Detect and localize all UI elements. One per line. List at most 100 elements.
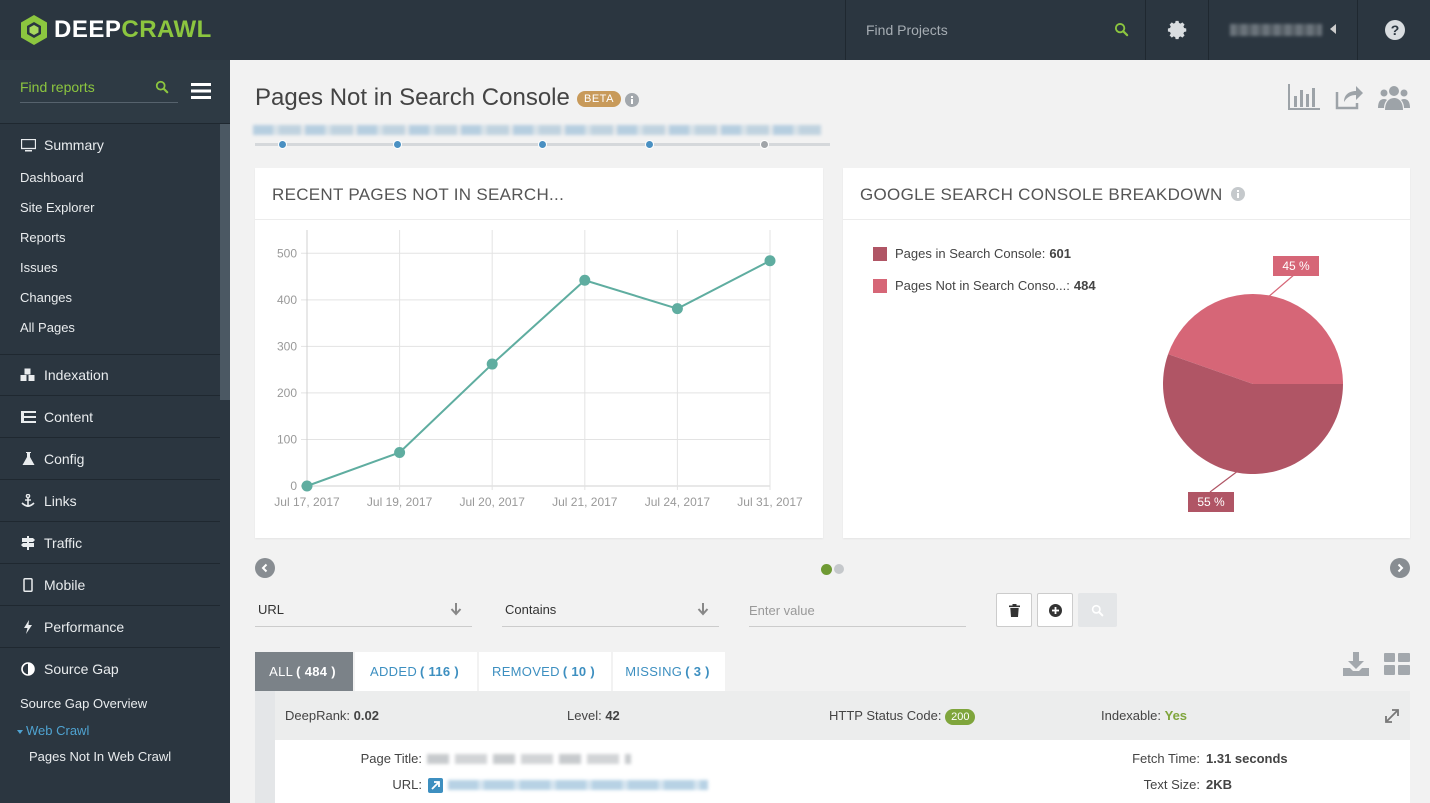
sidebar-divider bbox=[0, 354, 220, 355]
tab-count: ( 484 ) bbox=[296, 664, 336, 679]
filter-operator-select[interactable]: Contains bbox=[502, 593, 719, 627]
sidebar-section-indexation[interactable]: Indexation bbox=[0, 354, 220, 396]
sidebar-item-label: Web Crawl bbox=[26, 723, 90, 738]
carousel-next-button[interactable] bbox=[1390, 558, 1410, 578]
y-tick-label: 100 bbox=[277, 432, 297, 446]
sidebar-section-label: Links bbox=[44, 492, 77, 509]
carousel-prev-button[interactable] bbox=[255, 558, 275, 578]
sidebar-section-label: Source Gap bbox=[44, 661, 119, 677]
logo-text-crawl: CRAWL bbox=[121, 16, 212, 43]
sidebar-section-source-gap[interactable]: Source Gap bbox=[0, 648, 220, 690]
hamburger-menu-icon[interactable] bbox=[191, 82, 211, 100]
breadcrumb-redacted bbox=[253, 125, 821, 135]
timeline-dot[interactable] bbox=[393, 140, 402, 149]
result-row-details: Page Title: URL: Fetch Time: 1.31 second… bbox=[275, 740, 1410, 803]
result-row-header[interactable]: DeepRank: 0.02 Level: 42 HTTP Status Cod… bbox=[275, 691, 1410, 740]
status-cell: HTTP Status Code: 200 bbox=[829, 708, 976, 725]
logo-icon bbox=[21, 15, 47, 45]
tab-label: REMOVED bbox=[492, 664, 560, 679]
tab-missing[interactable]: MISSING( 3 ) bbox=[613, 652, 725, 691]
project-search bbox=[845, 0, 1146, 60]
logo[interactable]: DEEPCRAWL bbox=[20, 12, 212, 48]
tab-label: ADDED bbox=[370, 664, 418, 679]
legend-value: 484 bbox=[1073, 278, 1096, 293]
users-icon[interactable] bbox=[1378, 84, 1410, 110]
grid-view-icon[interactable] bbox=[1384, 653, 1410, 675]
beta-badge: BETA bbox=[577, 91, 621, 107]
project-search-input[interactable] bbox=[866, 18, 1106, 42]
user-name-redacted bbox=[1230, 24, 1322, 36]
user-menu[interactable] bbox=[1210, 0, 1358, 60]
carousel-dot-active[interactable] bbox=[821, 564, 832, 575]
sidebar-section-traffic[interactable]: Traffic bbox=[0, 522, 220, 564]
info-icon[interactable] bbox=[1230, 187, 1245, 201]
sidebar-item-pages-not-in-web-crawl[interactable]: Pages Not In Web Crawl bbox=[29, 749, 172, 764]
sidebar-section-links[interactable]: Links bbox=[0, 480, 220, 522]
download-icon[interactable] bbox=[1343, 652, 1369, 676]
indexable-label: Indexable: bbox=[1101, 708, 1161, 723]
y-tick-label: 200 bbox=[277, 386, 297, 400]
carousel-dot[interactable] bbox=[834, 564, 844, 574]
indexable-value: Yes bbox=[1164, 708, 1188, 723]
sidebar-item-all-pages[interactable]: All Pages bbox=[20, 320, 75, 335]
apply-filter-button[interactable] bbox=[1078, 593, 1117, 627]
legend-item-in-console[interactable]: Pages in Search Console: 601 bbox=[873, 246, 1071, 261]
filter-field-select[interactable]: URL bbox=[255, 593, 472, 627]
filter-value-input[interactable] bbox=[749, 599, 966, 621]
timeline-dot[interactable] bbox=[645, 140, 654, 149]
sidebar-section-performance[interactable]: Performance bbox=[0, 606, 220, 648]
fetch-time-value: 1.31 seconds bbox=[1206, 751, 1288, 766]
flask-icon bbox=[20, 451, 36, 467]
add-filter-button[interactable] bbox=[1037, 593, 1073, 627]
cubes-icon bbox=[20, 367, 36, 383]
sidebar-section-config[interactable]: Config bbox=[0, 438, 220, 480]
pie-chart: 45 % 55 % bbox=[1163, 256, 1343, 512]
sidebar-section-content[interactable]: Content bbox=[0, 396, 220, 438]
sidebar-item-site-explorer[interactable]: Site Explorer bbox=[20, 200, 95, 215]
x-tick-label: Jul 21, 2017 bbox=[552, 495, 618, 509]
tab-all[interactable]: ALL( 484 ) bbox=[255, 652, 353, 691]
svg-text:?: ? bbox=[1390, 22, 1399, 38]
report-search-input[interactable] bbox=[20, 76, 150, 98]
anchor-icon bbox=[20, 493, 36, 509]
sidebar-section-mobile[interactable]: Mobile bbox=[0, 564, 220, 606]
level-value: 42 bbox=[605, 708, 620, 723]
sidebar-item-web-crawl[interactable]: Web Crawl bbox=[17, 723, 89, 738]
share-icon[interactable] bbox=[1334, 84, 1364, 110]
info-icon[interactable] bbox=[625, 93, 639, 107]
chart-icon[interactable] bbox=[1288, 84, 1320, 110]
tab-label: ALL bbox=[269, 664, 294, 679]
pie-label-connector bbox=[1267, 273, 1296, 298]
legend-item-not-in-console[interactable]: Pages Not in Search Conso...: 484 bbox=[873, 278, 1096, 293]
timeline-dot[interactable] bbox=[760, 140, 769, 149]
sidebar-scrollbar[interactable] bbox=[220, 124, 230, 400]
expand-icon[interactable] bbox=[1384, 708, 1400, 724]
pie-label-connector bbox=[1209, 470, 1239, 493]
external-link-icon[interactable] bbox=[428, 778, 443, 793]
sidebar-item-source-gap-overview[interactable]: Source Gap Overview bbox=[20, 696, 148, 711]
data-point bbox=[394, 446, 406, 458]
sidebar-item-changes[interactable]: Changes bbox=[20, 290, 73, 305]
url-redacted[interactable] bbox=[448, 780, 708, 790]
pie-chart-card: GOOGLE SEARCH CONSOLE BREAKDOWN Pages in… bbox=[843, 168, 1410, 538]
text-size-value: 2KB bbox=[1206, 777, 1233, 792]
bolt-icon bbox=[20, 619, 36, 635]
help-button[interactable]: ? bbox=[1359, 0, 1430, 60]
sidebar-section-summary[interactable]: Summary bbox=[0, 124, 220, 166]
timeline-dot[interactable] bbox=[538, 140, 547, 149]
delete-filter-button[interactable] bbox=[996, 593, 1032, 627]
pie-label-text: 55 % bbox=[1197, 495, 1225, 509]
sidebar-item-reports[interactable]: Reports bbox=[20, 230, 66, 245]
timeline-dot[interactable] bbox=[278, 140, 287, 149]
settings-button[interactable] bbox=[1147, 0, 1209, 60]
sidebar-item-issues[interactable]: Issues bbox=[20, 260, 58, 275]
trash-icon bbox=[1008, 603, 1020, 617]
filter-field-value: URL bbox=[258, 602, 285, 617]
sidebar: Summary Dashboard Site Explorer Reports … bbox=[0, 60, 230, 803]
tab-removed[interactable]: REMOVED( 10 ) bbox=[479, 652, 611, 691]
search-icon[interactable] bbox=[1114, 22, 1129, 37]
search-icon[interactable] bbox=[155, 80, 169, 94]
sidebar-section-label: Content bbox=[44, 408, 94, 425]
tab-added[interactable]: ADDED( 116 ) bbox=[355, 652, 477, 691]
sidebar-item-dashboard[interactable]: Dashboard bbox=[20, 170, 84, 185]
